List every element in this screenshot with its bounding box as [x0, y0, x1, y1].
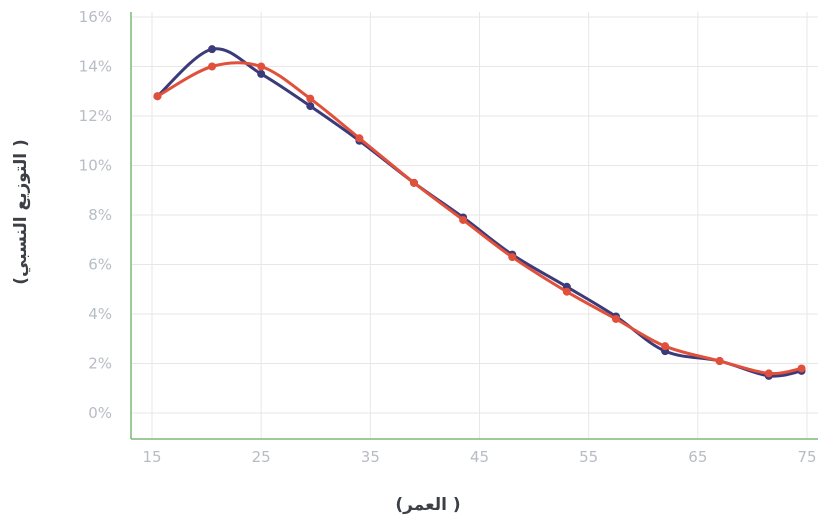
x-tick-label: 65 [688, 448, 707, 466]
y-tick-label: 2% [88, 355, 112, 373]
data-point [208, 62, 217, 71]
x-axis-title: (العمر ) [395, 495, 460, 515]
x-tick-labels: 15 25 35 45 55 65 75 [142, 448, 816, 466]
y-tick-label: 12% [79, 107, 112, 125]
y-tick-label: 14% [79, 58, 112, 76]
data-point [153, 92, 162, 101]
data-point [508, 253, 517, 262]
x-tick-label: 25 [252, 448, 271, 466]
data-point [562, 287, 571, 296]
data-point [257, 62, 266, 71]
x-tick-label: 45 [470, 448, 489, 466]
y-tick-label: 0% [88, 404, 112, 422]
data-point [764, 369, 773, 378]
series-2 [153, 61, 806, 378]
grid-lines [131, 12, 818, 439]
data-point [306, 102, 315, 111]
series-layer [153, 45, 806, 380]
data-point [208, 45, 217, 54]
data-point [661, 342, 670, 351]
data-point [459, 215, 468, 224]
data-point [355, 134, 364, 143]
data-point [797, 364, 806, 373]
x-tick-label: 75 [797, 448, 816, 466]
series-line [155, 61, 804, 376]
y-tick-label: 16% [79, 8, 112, 26]
y-tick-label: 8% [88, 206, 112, 224]
x-tick-label: 55 [579, 448, 598, 466]
y-tick-label: 4% [88, 305, 112, 323]
axes [130, 12, 818, 440]
data-point [715, 357, 724, 366]
x-tick-label: 15 [142, 448, 161, 466]
data-point [611, 314, 620, 323]
data-point [257, 69, 266, 78]
y-tick-labels: 0% 2% 4% 6% 8% 10% 12% 14% 16% [79, 8, 112, 422]
y-tick-label: 6% [88, 256, 112, 274]
x-tick-label: 35 [361, 448, 380, 466]
data-point [306, 94, 315, 103]
y-tick-label: 10% [79, 157, 112, 175]
y-axis-title: (التوزيع النسبي ) [11, 139, 31, 285]
data-point [410, 178, 418, 187]
